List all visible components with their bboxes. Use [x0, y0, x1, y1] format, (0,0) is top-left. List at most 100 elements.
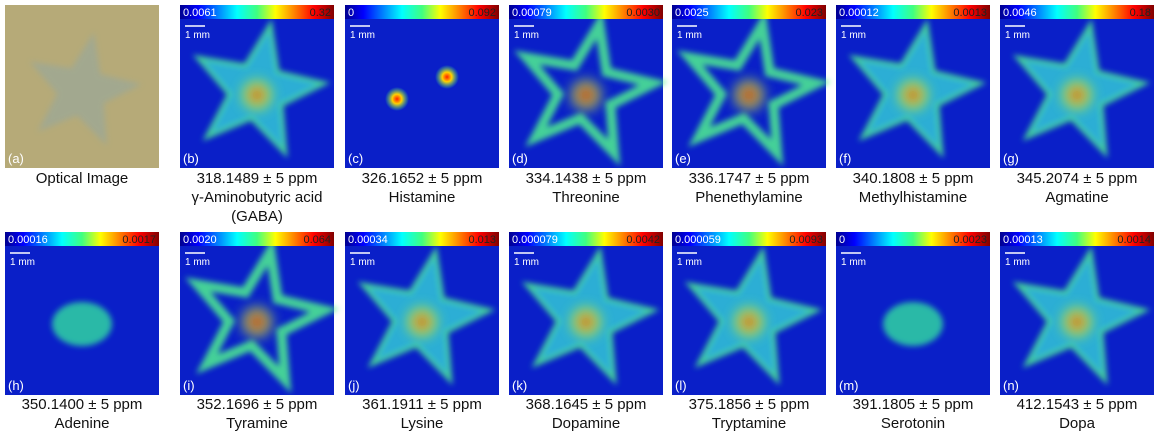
caption: Serotonin [881, 415, 945, 432]
hotspot [385, 87, 409, 111]
panel-tag: (m) [839, 378, 859, 393]
colorbar-max: 0.0023 [953, 234, 987, 246]
colorbar-max: 0.064 [303, 234, 331, 246]
colorbar-min: 0.00079 [512, 7, 552, 19]
scale-label: 1 mm [677, 257, 702, 268]
hotspot [1055, 300, 1099, 344]
scale-label: 1 mm [185, 257, 210, 268]
panel: 0.0025 0.023 1 mm (e) 336.1747 ± 5 ppm Phenet… [672, 5, 826, 206]
signal [52, 302, 112, 346]
colorbar-min: 0.0025 [675, 7, 709, 19]
caption: 352.1696 ± 5 ppm [197, 396, 318, 413]
colorbar-min: 0.000079 [512, 234, 558, 246]
scale-label: 1 mm [1005, 257, 1030, 268]
colorbar-max: 0.0093 [789, 234, 823, 246]
panel: 0 0.092 1 mm (c) 326.1652 ± 5 ppm Histamine [345, 5, 499, 206]
caption: Tryptamine [712, 415, 786, 432]
caption: Histamine [389, 189, 456, 206]
panel-tag: (c) [348, 151, 363, 166]
colorbar-max: 0.092 [468, 7, 496, 19]
caption: Optical Image [36, 170, 129, 187]
panel-tag: (f) [839, 151, 851, 166]
scale-label: 1 mm [10, 257, 35, 268]
scale-label: 1 mm [841, 30, 866, 41]
colorbar-min: 0.0046 [1003, 7, 1037, 19]
caption: Lysine [401, 415, 444, 432]
caption: 326.1652 ± 5 ppm [362, 170, 483, 187]
panel: 0.00079 0.0030 1 mm (d) 334.1438 ± 5 ppm Thre… [509, 5, 663, 206]
hotspot [235, 300, 279, 344]
hotspot [235, 73, 279, 117]
colorbar-max: 0.0030 [626, 7, 660, 19]
panel-tag: (h) [8, 378, 24, 393]
colorbar-min: 0.0061 [183, 7, 217, 19]
scale-label: 1 mm [514, 257, 539, 268]
panel-tag: (a) [8, 151, 24, 166]
colorbar-min: 0.00012 [839, 7, 879, 19]
caption: 361.1911 ± 5 ppm [362, 396, 482, 413]
caption: Methylhistamine [859, 189, 967, 206]
colorbar-min: 0.00016 [8, 234, 48, 246]
caption: (GABA) [231, 208, 283, 225]
panel: (a) Optical Image [5, 5, 159, 187]
panel-tag: (k) [512, 378, 527, 393]
panel-tag: (b) [183, 151, 199, 166]
panel-tag: (g) [1003, 151, 1019, 166]
scale-label: 1 mm [1005, 30, 1030, 41]
scale-label: 1 mm [185, 30, 210, 41]
caption: Agmatine [1045, 189, 1108, 206]
panel-tag: (i) [183, 378, 195, 393]
caption: 336.1747 ± 5 ppm [689, 170, 810, 187]
caption: Phenethylamine [695, 189, 803, 206]
colorbar-min: 0 [839, 234, 845, 246]
colorbar-max: 0.0042 [626, 234, 660, 246]
colorbar-min: 0.0020 [183, 234, 217, 246]
caption: 368.1645 ± 5 ppm [526, 396, 647, 413]
hotspot [435, 65, 459, 89]
colorbar-min: 0.00034 [348, 234, 388, 246]
hotspot [1055, 73, 1099, 117]
panel-tag: (n) [1003, 378, 1019, 393]
colorbar-min: 0 [348, 7, 354, 19]
panel: 0.0061 0.32 1 mm (b) 318.1489 ± 5 ppm γ-Amino… [180, 5, 334, 225]
caption: Dopa [1059, 415, 1096, 432]
panel: 0.00013 0.0014 1 mm (n) 412.1543 ± 5 ppm Dopa [1000, 232, 1154, 432]
colorbar-max: 0.32 [310, 7, 331, 19]
colorbar-max: 0.013 [468, 234, 496, 246]
caption: 334.1438 ± 5 ppm [526, 170, 647, 187]
scale-label: 1 mm [350, 257, 375, 268]
colorbar-max: 0.0017 [122, 234, 156, 246]
scale-label: 1 mm [841, 257, 866, 268]
scale-label: 1 mm [677, 30, 702, 41]
scale-label: 1 mm [350, 30, 375, 41]
caption: 375.1856 ± 5 ppm [689, 396, 810, 413]
signal [883, 302, 943, 346]
panel-tag: (l) [675, 378, 687, 393]
hotspot [891, 73, 935, 117]
caption: 345.2074 ± 5 ppm [1017, 170, 1138, 187]
colorbar-min: 0.00013 [1003, 234, 1043, 246]
colorbar-max: 0.0014 [1117, 234, 1151, 246]
caption: 412.1543 ± 5 ppm [1017, 396, 1138, 413]
caption: 340.1808 ± 5 ppm [853, 170, 974, 187]
colorbar-max: 0.023 [795, 7, 823, 19]
colorbar-min: 0.000059 [675, 234, 721, 246]
scale-label: 1 mm [514, 30, 539, 41]
caption: Threonine [552, 189, 620, 206]
panel-tag: (e) [675, 151, 691, 166]
hotspot [400, 300, 444, 344]
panel-tag: (d) [512, 151, 528, 166]
hotspot [727, 73, 771, 117]
caption: 318.1489 ± 5 ppm [197, 170, 318, 187]
caption: Adenine [54, 415, 109, 432]
hotspot [564, 300, 608, 344]
hotspot [727, 300, 771, 344]
caption: γ-Aminobutyric acid [192, 189, 323, 206]
